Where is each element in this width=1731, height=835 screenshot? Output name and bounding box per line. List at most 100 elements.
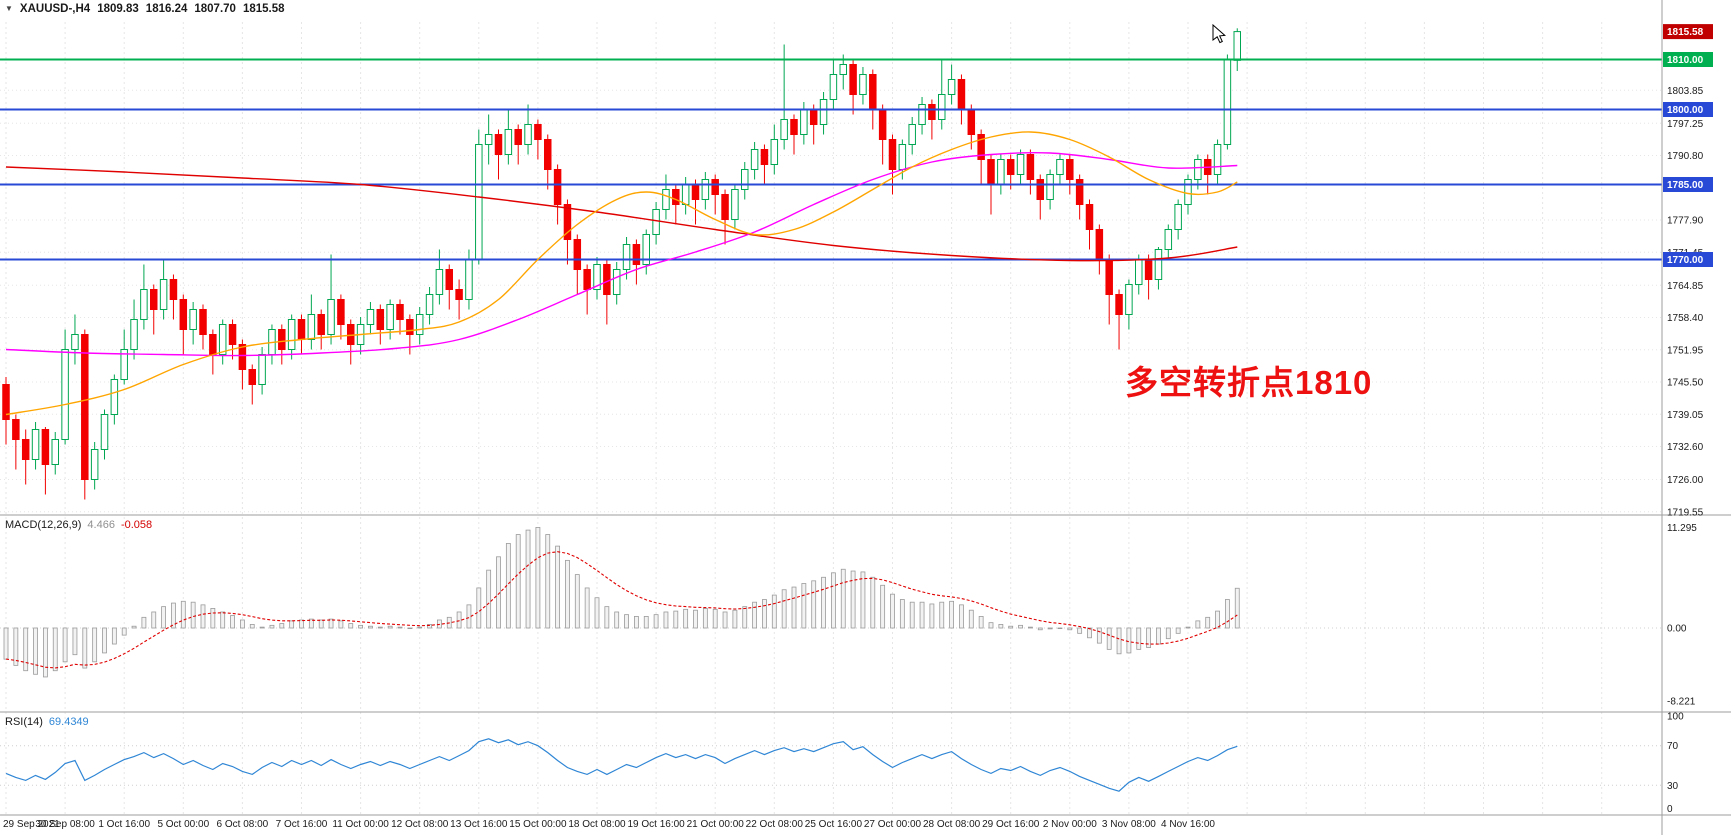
macd-bar — [643, 616, 649, 629]
macd-bar — [210, 608, 216, 629]
macd-bar — [141, 616, 147, 629]
candle — [189, 302, 197, 345]
macd-bar — [200, 604, 206, 629]
svg-text:2 Nov 00:00: 2 Nov 00:00 — [1043, 819, 1097, 830]
candle — [800, 102, 808, 145]
candle — [829, 59, 838, 110]
macd-bar — [702, 608, 708, 629]
macd-name: MACD(12,26,9) — [5, 519, 82, 531]
macd-bar — [171, 602, 176, 629]
price-axis[interactable]: 1803.851797.251790.801777.901771.451764.… — [1667, 86, 1704, 815]
candle — [662, 174, 670, 220]
candle — [31, 422, 40, 470]
macd-bar — [249, 624, 255, 629]
ma-medium-line — [5, 151, 1238, 357]
svg-text:1800.00: 1800.00 — [1667, 105, 1704, 116]
candle — [1144, 254, 1153, 300]
chart-annotation-text[interactable]: 多空转折点1810 — [1125, 364, 1373, 401]
macd-bar — [762, 599, 767, 629]
macd-bar — [831, 572, 836, 629]
svg-text:-8.221: -8.221 — [1667, 697, 1696, 708]
macd-bar — [821, 576, 826, 629]
macd-bar — [62, 627, 68, 663]
macd-bar — [1175, 627, 1181, 634]
macd-bar — [525, 529, 531, 629]
candle — [2, 377, 10, 445]
svg-text:15 Oct 00:00: 15 Oct 00:00 — [509, 819, 567, 830]
rsi-indicator-label: RSI(14) 69.4349 — [5, 716, 95, 728]
macd-bar — [722, 611, 728, 629]
candle — [159, 259, 168, 320]
candle — [41, 427, 50, 495]
svg-text:27 Oct 00:00: 27 Oct 00:00 — [864, 819, 922, 830]
candle — [524, 104, 532, 155]
candle — [1085, 199, 1094, 250]
svg-text:5 Oct 00:00: 5 Oct 00:00 — [157, 819, 209, 830]
macd-bar — [712, 608, 718, 629]
macd-bar — [1018, 624, 1023, 629]
macd-bar — [890, 593, 895, 629]
candle — [12, 414, 20, 470]
macd-bar — [348, 623, 354, 629]
macd-bar — [13, 627, 19, 666]
candle — [534, 119, 542, 160]
macd-bar — [358, 624, 364, 629]
macd-bar — [151, 611, 157, 629]
macd-bar — [1087, 627, 1092, 639]
macd-bar — [653, 614, 659, 629]
candle — [553, 164, 562, 225]
horizontal-lines-layer[interactable] — [0, 58, 1662, 261]
candle — [484, 114, 493, 165]
macd-indicator-label: MACD(12,26,9) 4.466 -0.058 — [5, 519, 158, 531]
svg-text:4 Nov 16:00: 4 Nov 16:00 — [1161, 819, 1215, 830]
macd-bar — [23, 627, 29, 672]
svg-text:12 Oct 08:00: 12 Oct 08:00 — [391, 819, 449, 830]
candle — [327, 254, 335, 345]
macd-bar — [82, 627, 88, 669]
candle — [869, 69, 877, 130]
svg-text:1 Oct 16:00: 1 Oct 16:00 — [98, 819, 150, 830]
macd-bar — [496, 556, 501, 629]
macd-signal-value: -0.058 — [120, 519, 153, 531]
macd-bar — [1037, 627, 1043, 631]
svg-text:1777.90: 1777.90 — [1667, 216, 1704, 227]
macd-bar — [1185, 626, 1191, 629]
svg-text:21 Oct 00:00: 21 Oct 00:00 — [687, 819, 745, 830]
macd-bar — [1008, 625, 1014, 629]
candle — [603, 259, 611, 325]
candle — [1066, 154, 1074, 195]
macd-bar — [161, 606, 167, 629]
candle — [169, 274, 178, 320]
candle — [21, 429, 30, 485]
candle — [859, 67, 867, 105]
candle — [366, 302, 375, 335]
candles-layer — [2, 28, 1241, 500]
macd-main-value: 4.466 — [87, 519, 115, 531]
macd-bar — [456, 611, 462, 629]
macd-bar — [663, 611, 669, 629]
candle — [268, 324, 276, 365]
svg-text:1785.00: 1785.00 — [1667, 180, 1704, 191]
candle — [691, 179, 700, 225]
macd-bar — [1234, 587, 1240, 629]
macd-bar — [220, 611, 226, 629]
candle — [376, 304, 385, 345]
candle — [1125, 279, 1133, 330]
svg-text:0.00: 0.00 — [1667, 624, 1687, 635]
macd-bar — [1047, 627, 1053, 630]
candle — [711, 174, 719, 215]
symbol-marker-icon: ▼ — [5, 3, 13, 13]
macd-bar — [909, 601, 915, 629]
macd-bar — [919, 601, 925, 629]
macd-bar — [791, 586, 797, 629]
svg-text:28 Oct 08:00: 28 Oct 08:00 — [923, 819, 981, 830]
candle — [317, 309, 325, 350]
svg-text:1797.25: 1797.25 — [1667, 119, 1704, 130]
macd-bar — [338, 620, 344, 629]
candle — [150, 284, 158, 335]
macd-bar — [102, 627, 107, 654]
candle — [672, 184, 680, 225]
